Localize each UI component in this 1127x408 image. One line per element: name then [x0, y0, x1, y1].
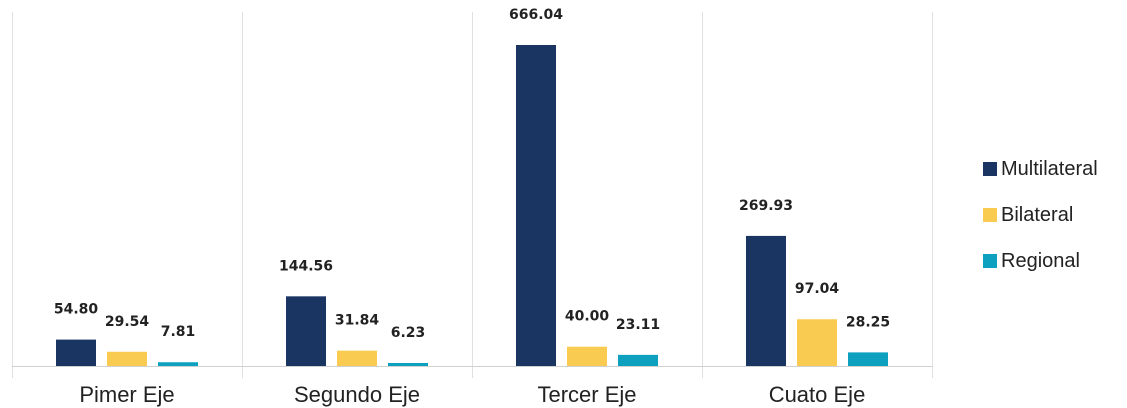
data-label-regional-2: 6.23 [391, 325, 426, 341]
category-label-1: Pimer Eje [79, 382, 174, 407]
bar-regional-3 [618, 354, 658, 366]
bar-chart: 54.80 29.54 7.81 144.56 31.84 6.23 666.04 40.00… [12, 7, 933, 407]
legend-label-multilateral: Multilateral [1001, 157, 1098, 180]
category-label-4: Cuato Eje [769, 382, 866, 407]
legend-swatch-regional [983, 254, 997, 268]
data-label-regional-4: 28.25 [846, 314, 890, 330]
data-label-regional-3: 23.11 [616, 317, 660, 333]
data-label-bilateral-1: 29.54 [105, 314, 150, 330]
data-label-bilateral-3: 40.00 [565, 309, 610, 325]
legend-label-regional: Regional [1001, 249, 1080, 272]
data-label-regional-1: 7.81 [161, 324, 196, 340]
data-label-multilateral-2: 144.56 [279, 258, 333, 274]
category-label-3: Tercer Eje [537, 382, 636, 407]
data-label-multilateral-4: 269.93 [739, 198, 793, 214]
category-labels-group: Pimer Eje Segundo Eje Tercer Eje Cuato Eje [79, 382, 865, 407]
bar-multilateral-4 [746, 235, 786, 366]
bars-group [56, 45, 888, 366]
data-label-multilateral-3: 666.04 [509, 7, 563, 23]
legend-swatch-bilateral [983, 208, 997, 222]
category-separators [12, 12, 933, 378]
bar-regional-1 [158, 362, 198, 366]
legend: Multilateral Bilateral Regional [983, 146, 1098, 284]
bar-bilateral-2 [337, 350, 377, 366]
data-label-bilateral-4: 97.04 [795, 281, 840, 297]
bar-regional-2 [388, 362, 428, 366]
legend-item-regional: Regional [983, 238, 1098, 284]
bar-multilateral-1 [56, 339, 96, 366]
bar-regional-4 [848, 352, 888, 366]
legend-item-multilateral: Multilateral [983, 146, 1098, 192]
data-label-bilateral-2: 31.84 [335, 313, 380, 329]
bar-multilateral-2 [286, 296, 326, 366]
legend-swatch-multilateral [983, 162, 997, 176]
bar-multilateral-3 [516, 45, 556, 366]
category-label-2: Segundo Eje [294, 382, 420, 407]
bar-bilateral-1 [107, 351, 147, 366]
legend-label-bilateral: Bilateral [1001, 203, 1074, 226]
bar-bilateral-3 [567, 346, 607, 366]
data-label-multilateral-1: 54.80 [54, 302, 99, 318]
value-labels-group: 54.80 29.54 7.81 144.56 31.84 6.23 666.04 40.00… [54, 7, 890, 341]
bar-bilateral-4 [797, 319, 837, 366]
legend-item-bilateral: Bilateral [983, 192, 1098, 238]
